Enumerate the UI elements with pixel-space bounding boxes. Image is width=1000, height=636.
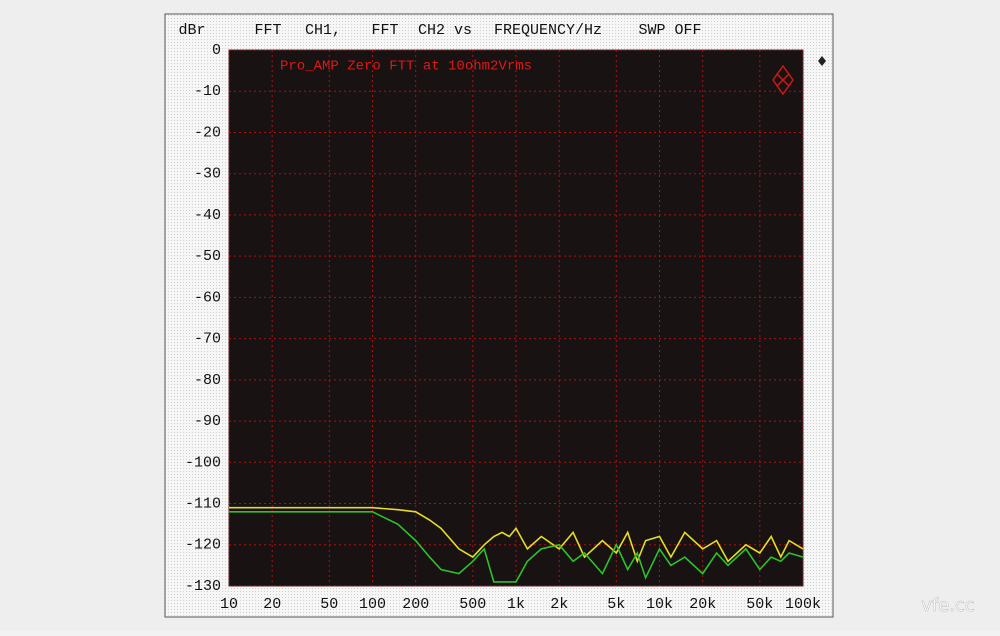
y-tick-label: -80 [194, 372, 221, 389]
annotation: Pro_AMP Zero FTT at 10ohm2Vrms [280, 59, 532, 75]
x-tick-label: 2k [550, 596, 568, 613]
y-tick-label: -120 [185, 537, 221, 554]
x-tick-label: 10k [646, 596, 673, 613]
y-tick-label: -50 [194, 248, 221, 265]
header-item: FREQUENCY/Hz [494, 22, 602, 39]
y-tick-label: -10 [194, 83, 221, 100]
header-item: FFT [371, 22, 398, 39]
x-tick-label: 5k [607, 596, 625, 613]
data-line [229, 511, 804, 583]
x-tick-label: 20k [689, 596, 716, 613]
x-tick-label: 50 [320, 596, 338, 613]
x-tick-label: 100 [359, 596, 386, 613]
watermark: vfe.cc [921, 595, 975, 616]
y-tick-label: -90 [194, 413, 221, 430]
x-tick-label: 50k [746, 596, 773, 613]
logo-icon [772, 64, 794, 96]
y-tick-label: -30 [194, 166, 221, 183]
x-tick-label: 1k [507, 596, 525, 613]
x-tick-label: 10 [220, 596, 238, 613]
data-line [229, 506, 804, 564]
y-tick-label: -110 [185, 496, 221, 513]
header-item: FFT [254, 22, 281, 39]
header-item: SWP OFF [638, 22, 701, 39]
x-tick-label: 100k [785, 596, 821, 613]
y-tick-label: -70 [194, 331, 221, 348]
y-tick-label: -20 [194, 124, 221, 141]
y-tick-label: 0 [212, 42, 221, 59]
x-tick-label: 500 [459, 596, 486, 613]
y-tick-label: -130 [185, 578, 221, 595]
scroll-marker [818, 56, 826, 66]
header-item: CH1, [305, 22, 341, 39]
y-axis-label: dBr [178, 22, 205, 39]
x-tick-label: 200 [402, 596, 429, 613]
y-tick-label: -40 [194, 207, 221, 224]
y-tick-label: -60 [194, 289, 221, 306]
x-tick-label: 20 [263, 596, 281, 613]
y-tick-label: -100 [185, 454, 221, 471]
header-item: CH2 vs [418, 22, 472, 39]
